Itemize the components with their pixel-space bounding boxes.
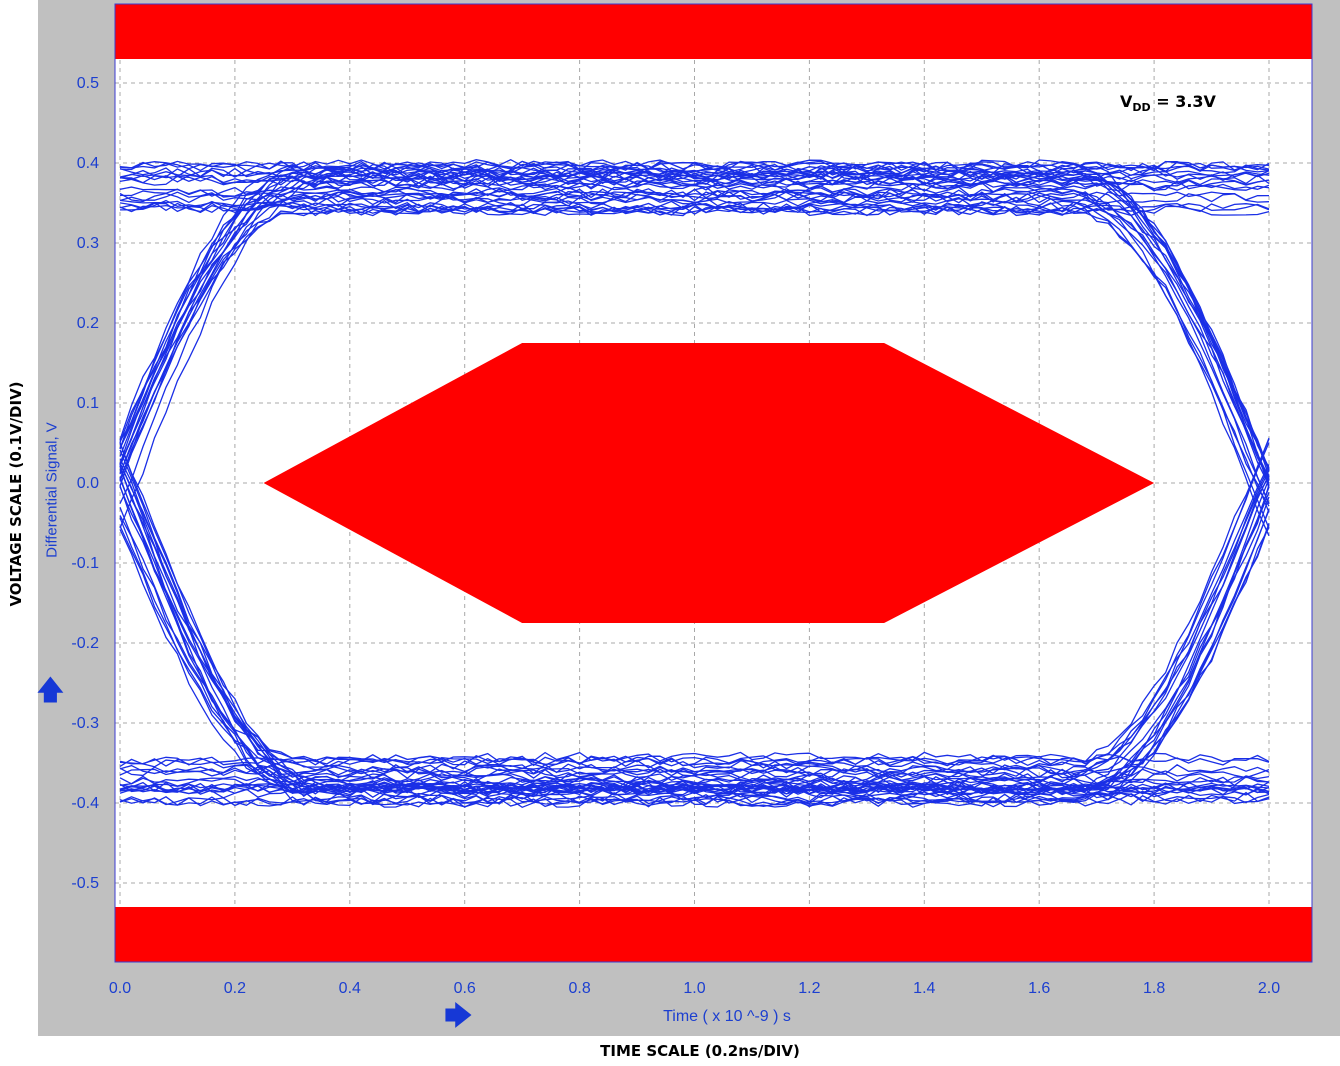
signal-trace xyxy=(119,169,1270,504)
right-arrow-icon: 🡆 xyxy=(444,999,473,1032)
signal-trace xyxy=(119,507,1270,784)
y-tick-label: 0.1 xyxy=(77,395,99,412)
signal-trace xyxy=(119,763,1270,775)
mask-hexagon xyxy=(263,343,1155,623)
signal-traces xyxy=(119,158,1270,809)
x-tick-label: 1.8 xyxy=(1143,980,1165,997)
y-tick-label: -0.2 xyxy=(71,635,99,652)
signal-trace xyxy=(119,164,1270,474)
y-tick-label: -0.5 xyxy=(71,875,99,892)
signal-trace xyxy=(119,781,1270,793)
annotation-main: V xyxy=(1120,92,1133,111)
signal-trace xyxy=(119,188,1270,513)
tick-labels: 0.0 0.2 0.4 0.6 0.8 1.0 1.2 1.4 1.6 1.8 2.0 0.5 0.4 0… xyxy=(71,75,1280,997)
signal-trace xyxy=(119,478,1270,798)
x-tick-label: 1.4 xyxy=(913,980,935,997)
eye-mask xyxy=(115,4,1312,962)
signal-trace xyxy=(119,437,1270,767)
signal-trace xyxy=(119,175,1270,477)
signal-trace xyxy=(119,476,1270,806)
y-tick-label: -0.1 xyxy=(71,555,99,572)
x-tick-label: 0.6 xyxy=(454,980,476,997)
signal-trace xyxy=(119,167,1270,486)
annotation-subscript: DD xyxy=(1132,101,1151,114)
x-tick-label: 0.2 xyxy=(224,980,246,997)
signal-trace xyxy=(120,199,1270,482)
y-tick-label: 0.4 xyxy=(77,155,99,172)
x-axis-label: Time ( x 10 ^-9 ) s xyxy=(663,1008,791,1025)
signal-trace xyxy=(119,205,1270,466)
y-tick-label: 0.5 xyxy=(77,75,99,92)
x-tick-label: 0.4 xyxy=(339,980,361,997)
signal-trace xyxy=(119,443,1270,792)
y-tick-label: 0.0 xyxy=(77,475,99,492)
x-tick-label: 1.0 xyxy=(683,980,705,997)
time-scale-label: TIME SCALE (0.2ns/DIV) xyxy=(600,1042,800,1060)
vdd-annotation: VDD = 3.3V xyxy=(1120,92,1216,114)
signal-trace xyxy=(119,193,1270,537)
signal-trace xyxy=(119,167,1270,471)
signal-trace xyxy=(119,442,1270,794)
signal-trace xyxy=(119,160,1270,465)
mask-upper-limit xyxy=(115,4,1312,59)
y-tick-label: -0.3 xyxy=(71,715,99,732)
x-tick-label: 1.6 xyxy=(1028,980,1050,997)
signal-trace xyxy=(119,475,1270,809)
plot-border xyxy=(114,3,1313,963)
y-tick-label: 0.2 xyxy=(77,315,99,332)
y-axis-label: Differential Signal, V xyxy=(43,422,61,558)
y-tick-label: 0.3 xyxy=(77,235,99,252)
up-arrow-icon: 🡅 xyxy=(36,673,65,706)
annotation-value: = 3.3V xyxy=(1150,92,1216,111)
y-tick-label: -0.4 xyxy=(71,795,99,812)
x-tick-label: 0.8 xyxy=(568,980,590,997)
signal-trace xyxy=(119,205,1270,507)
x-tick-label: 0.0 xyxy=(109,980,131,997)
x-tick-label: 1.2 xyxy=(798,980,820,997)
signal-trace xyxy=(119,496,1270,779)
mask-lower-limit xyxy=(115,907,1312,962)
signal-trace xyxy=(119,464,1270,771)
signal-trace xyxy=(119,158,1270,489)
x-tick-label: 2.0 xyxy=(1258,980,1280,997)
voltage-scale-label: VOLTAGE SCALE (0.1V/DIV) xyxy=(7,381,25,607)
signal-trace xyxy=(119,170,1270,480)
signal-trace xyxy=(119,190,1270,504)
